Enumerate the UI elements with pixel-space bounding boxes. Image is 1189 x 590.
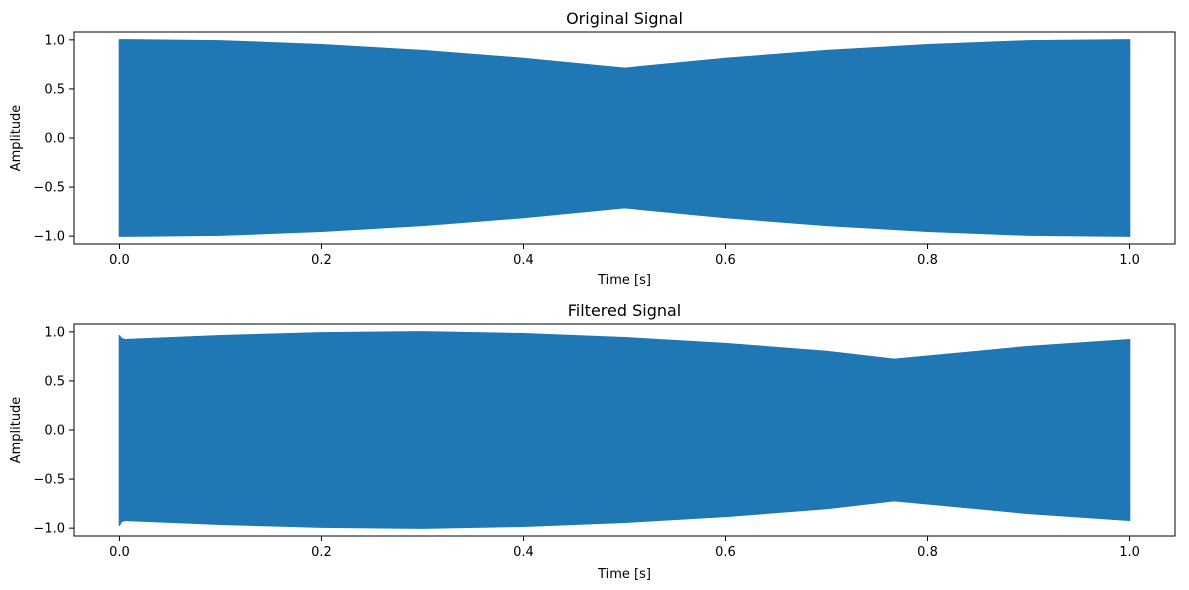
y-axis-label: Amplitude: [9, 105, 24, 172]
signal-band: [118, 39, 1131, 237]
x-ticks: 0.0 0.2 0.4 0.6 0.8 1.0: [109, 244, 1140, 268]
x-tick-label: 0.2: [311, 545, 332, 560]
x-tick-label: 0.4: [513, 253, 534, 268]
y-tick-label: 1.0: [44, 33, 65, 48]
x-tick-label: 0.6: [715, 253, 736, 268]
x-tick-label: 0.8: [917, 253, 938, 268]
y-tick-label: −0.5: [33, 473, 65, 488]
y-tick-label: 0.0: [44, 424, 65, 439]
x-tick-label: 0.4: [513, 545, 534, 560]
axes-frame: [73, 31, 1176, 245]
x-ticks: 0.0 0.2 0.4 0.6 0.8 1.0: [109, 536, 1140, 560]
x-tick-label: 1.0: [1119, 253, 1140, 268]
y-ticks: 1.0 0.5 0.0 −0.5 −1.0: [33, 325, 74, 537]
axes-frame: [73, 323, 1176, 537]
x-axis-label: Time [s]: [597, 273, 651, 288]
y-tick-label: −1.0: [33, 230, 65, 245]
x-tick-label: 0.8: [917, 545, 938, 560]
y-tick-label: −0.5: [33, 181, 65, 196]
y-axis-label: Amplitude: [9, 397, 24, 464]
subplot-filtered-signal: 0.0 0.2 0.4 0.6 0.8 1.0 1.0 0.5 0.0 −0.5 −1.0 Fil…: [9, 301, 1176, 582]
signal-band: [118, 331, 1131, 529]
chart-title: Original Signal: [566, 9, 683, 28]
x-tick-label: 0.2: [311, 253, 332, 268]
x-tick-label: 0.0: [109, 545, 130, 560]
chart-title: Filtered Signal: [568, 301, 682, 320]
y-ticks: 1.0 0.5 0.0 −0.5 −1.0: [33, 33, 74, 245]
x-tick-label: 1.0: [1119, 545, 1140, 560]
x-tick-label: 0.0: [109, 253, 130, 268]
y-tick-label: 0.5: [44, 82, 65, 97]
y-tick-label: −1.0: [33, 522, 65, 537]
y-tick-label: 0.0: [44, 132, 65, 147]
x-tick-label: 0.6: [715, 545, 736, 560]
y-tick-label: 1.0: [44, 325, 65, 340]
y-tick-label: 0.5: [44, 374, 65, 389]
x-axis-label: Time [s]: [597, 567, 651, 582]
subplot-original-signal: 0.0 0.2 0.4 0.6 0.8 1.0 1.0 0.5 0.0 −0.5 −1.0 Ori…: [9, 9, 1176, 288]
